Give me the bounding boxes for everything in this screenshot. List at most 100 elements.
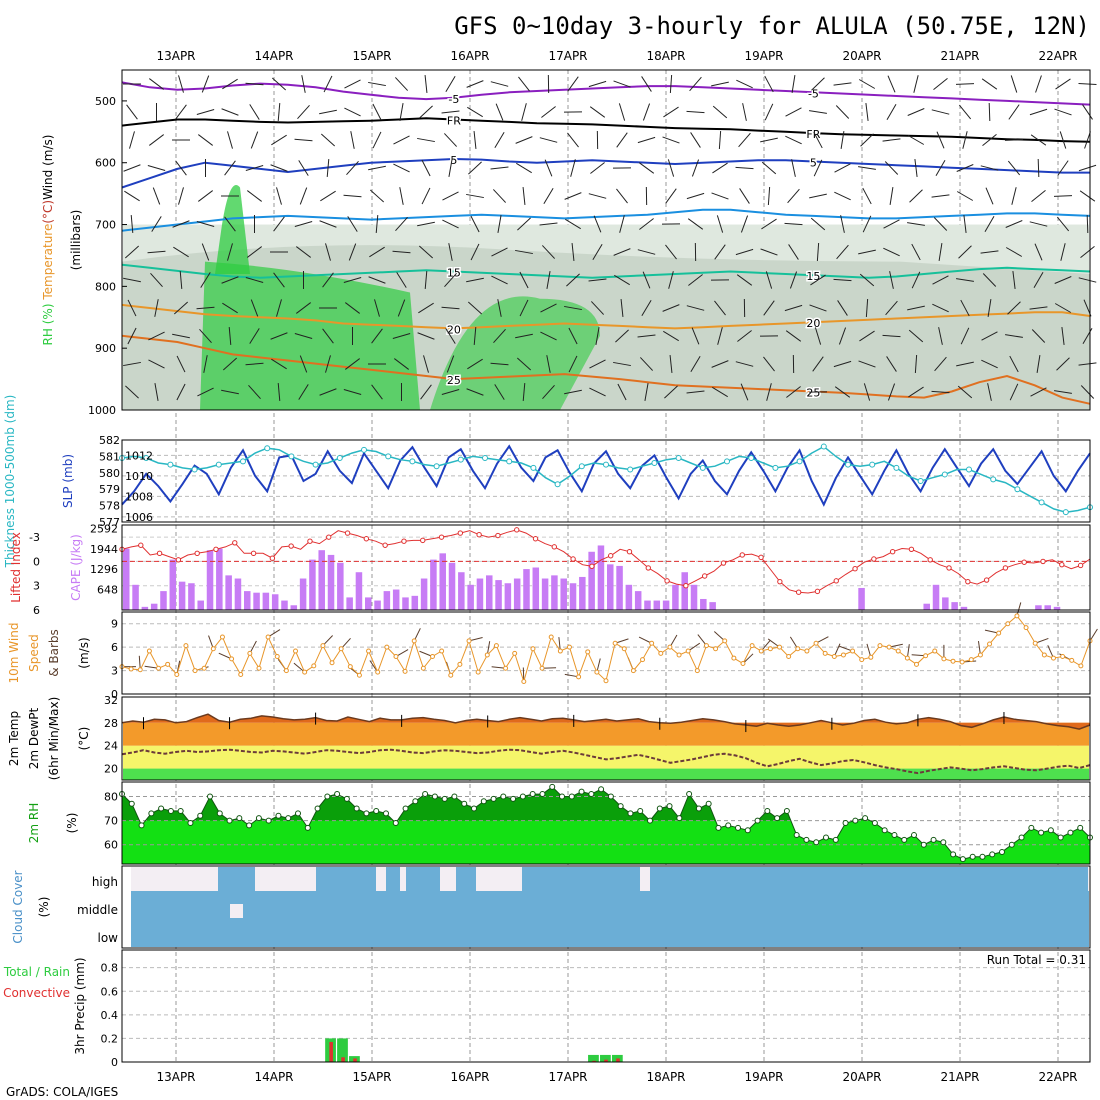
wind-barb — [784, 304, 803, 312]
precip-tick-label: 0.8 — [101, 962, 119, 975]
wind-barb — [245, 362, 264, 366]
cape-bar — [532, 567, 540, 610]
lifted-index-point — [363, 536, 370, 542]
thickness-point — [772, 464, 779, 471]
lifted-index-point — [833, 578, 839, 584]
wind-barb — [424, 74, 428, 94]
rh2m-point — [666, 803, 673, 810]
wind-barb — [1029, 221, 1048, 227]
rh2m-point — [187, 820, 194, 826]
li-axis-label: Lifted Index — [9, 532, 23, 603]
wind-barb — [325, 243, 331, 261]
wind-barb — [392, 333, 411, 339]
wind-speed-line — [121, 615, 1091, 684]
wind-barb — [368, 276, 386, 284]
wind-barb — [172, 220, 190, 228]
wind-barb — [862, 215, 872, 233]
wind-barb — [1037, 158, 1040, 178]
wind-barb — [466, 80, 484, 88]
thickness-point — [675, 455, 682, 462]
wind-barb — [616, 188, 628, 204]
cape-bar — [439, 553, 446, 610]
wind-speed-point — [713, 646, 719, 652]
wind-barb — [711, 360, 729, 368]
wind-barb — [862, 187, 872, 205]
wind-barb — [1061, 327, 1065, 345]
wind-speed-point — [831, 654, 837, 660]
wind-speed-point — [548, 634, 554, 640]
wind-barb — [1054, 303, 1072, 313]
isotherm-label: -5 — [448, 93, 459, 106]
wind-barb — [127, 299, 137, 317]
wind-barb — [809, 304, 827, 312]
wind-speed-point — [201, 665, 207, 671]
lifted-index-point — [927, 557, 933, 563]
wind-tick-label: 3 — [111, 665, 118, 678]
wind-barb — [763, 300, 775, 316]
wind-barb — [764, 103, 774, 121]
wind-barb — [147, 250, 166, 254]
wind-barb — [985, 187, 994, 205]
wind-speed-point — [192, 668, 198, 674]
cape-bar — [513, 578, 521, 610]
panel-frame-cape — [121, 524, 1091, 611]
wind-barb — [618, 103, 626, 121]
wind-tick-label: 6 — [111, 641, 118, 654]
wind-barb — [221, 389, 239, 395]
rh2m-point — [1028, 824, 1035, 831]
wind-barb — [590, 301, 605, 315]
lifted-index-point — [607, 553, 614, 559]
wind-barb — [152, 187, 161, 205]
wind-barb — [1054, 276, 1072, 284]
isotherm-label: 5 — [810, 156, 817, 169]
wind-barb — [669, 74, 673, 94]
date-label-bottom: 18APR — [646, 1070, 685, 1084]
wind-barb — [445, 328, 456, 344]
slp-tick-label: 1006 — [125, 511, 153, 524]
lifted-index-point — [1040, 558, 1046, 565]
wind-barb — [296, 302, 311, 314]
lifted-index-point — [194, 550, 200, 557]
wind-barb — [981, 78, 998, 90]
wind-barb — [298, 160, 309, 176]
wind-barb — [374, 299, 380, 317]
cape-bar — [411, 595, 419, 610]
wind-speed-point — [877, 643, 883, 649]
rh2m-point — [226, 817, 233, 824]
wind-barb — [445, 76, 456, 92]
rh2m-point — [529, 791, 536, 798]
wind-barb — [931, 109, 950, 115]
wind-barb — [885, 300, 898, 316]
wind-barb — [1080, 245, 1095, 259]
isotherm-label: 20 — [447, 323, 461, 336]
wind-speed-point — [475, 669, 481, 675]
rh2m-point — [1038, 829, 1045, 836]
wind-barb — [546, 271, 551, 289]
wind-speed-point — [247, 650, 253, 656]
wind-barb — [592, 244, 603, 260]
rh-shade-green — [215, 184, 250, 274]
rh2m-point — [148, 810, 155, 817]
wind-speed-point — [347, 664, 353, 670]
li-tick-label: 0 — [33, 555, 40, 568]
wind-barb — [595, 327, 600, 345]
wind-barb — [785, 330, 802, 342]
thickness-point — [917, 478, 924, 484]
rh2m-point — [167, 807, 174, 814]
thickness-point — [506, 458, 513, 465]
wind-barb — [392, 250, 411, 254]
panel-frame-temp — [121, 696, 1091, 781]
lifted-index-point — [1059, 561, 1065, 568]
wind-barb — [616, 132, 628, 148]
wind-barb — [637, 136, 656, 144]
wind-speed-point — [420, 665, 426, 671]
wind-barb — [369, 246, 385, 258]
rh2m-point — [343, 795, 350, 802]
wind-barb — [468, 161, 482, 175]
isotherm-line — [121, 334, 1091, 405]
chart-title: GFS 0~10day 3-hourly for ALULA (50.75E, … — [454, 12, 1090, 40]
wind-barb — [124, 245, 140, 259]
wind-barb — [763, 356, 775, 372]
wind-speed-point — [822, 650, 828, 656]
cape-bar — [504, 583, 512, 610]
